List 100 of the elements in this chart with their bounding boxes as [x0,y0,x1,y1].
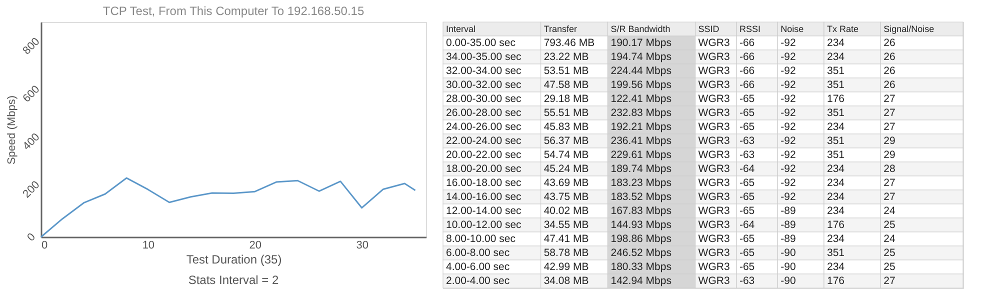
text: 29 [884,135,896,147]
category-label: Noise [780,24,804,34]
text: WGR3 [698,177,730,189]
text: 194.74 Mbps [610,51,672,63]
text: 144.93 Mbps [610,219,672,231]
line-series [40,177,416,238]
text: 47.41 MB [544,233,589,245]
text: -89 [780,219,796,231]
text: 190.17 Mbps [610,37,672,49]
text: 351 [826,135,845,147]
text: 42.99 MB [544,261,589,273]
text: -66 [739,65,755,77]
text: 10.00-12.00 sec [446,219,522,231]
text: -90 [780,247,796,259]
text: 43.75 MB [544,191,589,203]
text: 26 [884,37,896,49]
y-tick-label: 600 [20,83,42,105]
text: -92 [780,51,796,63]
text: 224.44 Mbps [610,65,672,77]
text: -65 [739,191,755,203]
text: 14.00-16.00 sec [446,191,522,203]
text: 351 [826,65,845,77]
text: -92 [780,191,796,203]
text: WGR3 [698,163,730,175]
text: 23.22 MB [544,51,589,63]
text: -65 [739,107,755,119]
text: 34.55 MB [544,219,589,231]
text: 25 [884,247,896,259]
text: -65 [739,233,755,245]
text: 18.00-20.00 sec [446,163,522,175]
text: 198.86 Mbps [610,233,672,245]
text: -92 [780,93,796,105]
text: 351 [826,107,845,119]
text: 24 [884,233,896,245]
text: 26 [884,79,896,91]
y-tick-label: 200 [20,178,42,200]
text: WGR3 [698,51,730,63]
text: 28 [884,163,896,175]
text: 176 [826,275,845,287]
text: 26 [884,51,896,63]
text: 234 [826,233,845,245]
text: 56.37 MB [544,135,589,147]
text: -92 [780,37,796,49]
text: -66 [739,37,755,49]
text: -90 [780,275,796,287]
text: 16.00-18.00 sec [446,177,522,189]
text: -65 [739,93,755,105]
text: -90 [780,261,796,273]
category-label: Transfer [544,24,578,34]
text: 47.58 MB [544,79,589,91]
text: 45.83 MB [544,121,589,133]
text: 24.00-26.00 sec [446,121,522,133]
text: 6.00-8.00 sec [446,247,510,259]
chart-title: TCP Test, From This Computer To 192.168.50.15 [102,4,364,18]
category-label: Interval [446,24,476,34]
text: WGR3 [698,135,730,147]
text: 45.24 MB [544,163,589,175]
text: 246.52 Mbps [610,247,672,259]
text: 30.00-32.00 sec [446,79,522,91]
text: 43.69 MB [544,177,589,189]
text: WGR3 [698,93,730,105]
text: -92 [780,79,796,91]
text: WGR3 [698,79,730,91]
text: 229.61 Mbps [610,149,672,161]
text: 192.21 Mbps [610,121,672,133]
text: 34.00-35.00 sec [446,51,522,63]
category-label: RSSI [739,24,760,34]
text: WGR3 [698,107,730,119]
text: 351 [826,149,845,161]
text: 20.00-22.00 sec [446,149,522,161]
text: 29.18 MB [544,93,589,105]
text: -92 [780,177,796,189]
text: 24 [884,205,896,217]
text: 142.94 Mbps [610,275,672,287]
category-label: S/R Bandwidth [610,24,670,34]
text: 25 [884,261,896,273]
text: WGR3 [698,65,730,77]
text: -66 [739,51,755,63]
text: WGR3 [698,205,730,217]
text: -89 [780,233,796,245]
text: 27 [884,177,896,189]
text: 29 [884,149,896,161]
text: Stats Interval = 2 [188,273,280,287]
text: -92 [780,121,796,133]
text: -65 [739,247,755,259]
text: 234 [826,163,845,175]
text: 183.23 Mbps [610,177,672,189]
text: 54.74 MB [544,149,589,161]
text: 234 [826,37,845,49]
text: 28.00-30.00 sec [446,93,522,105]
text: WGR3 [698,219,730,231]
text: 232.83 Mbps [610,107,672,119]
text: -63 [739,135,755,147]
text: 122.41 Mbps [610,93,672,105]
text: 22.00-24.00 sec [446,135,522,147]
text: 27 [884,107,896,119]
text: WGR3 [698,261,730,273]
text: WGR3 [698,149,730,161]
text: 793.46 MB [544,37,595,49]
text: 34.08 MB [544,275,589,287]
